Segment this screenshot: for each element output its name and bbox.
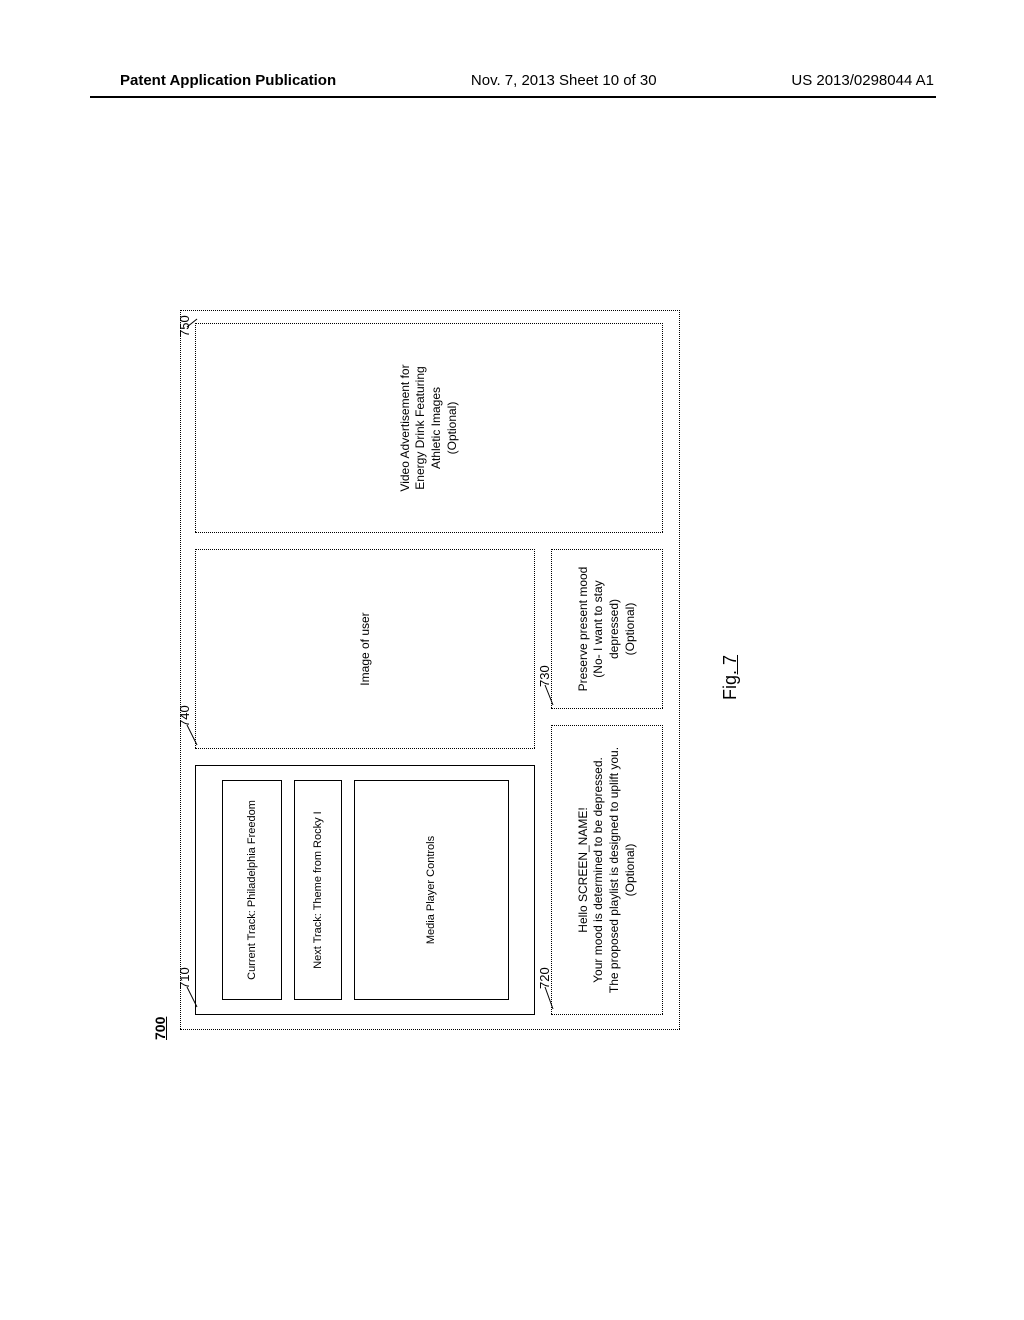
media-player-panel: Current Track: Philadelphia Freedom Next… — [195, 765, 535, 1015]
leader-710 — [185, 985, 199, 1009]
ad-line-1: Video Advertisement for — [398, 364, 414, 491]
leader-740 — [185, 723, 199, 747]
header-left: Patent Application Publication — [120, 72, 336, 89]
media-controls-box: Media Player Controls — [354, 780, 509, 1000]
mood-line-3: The proposed playlist is designed to upl… — [607, 747, 623, 993]
header-right: US 2013/0298044 A1 — [791, 72, 934, 89]
figure-number-label: 700 — [152, 1017, 168, 1040]
current-track-box: Current Track: Philadelphia Freedom — [222, 780, 282, 1000]
header-divider — [90, 96, 936, 98]
mood-line-2: Your mood is determined to be depressed. — [591, 757, 607, 983]
preserve-line-2: (No- I want to stay — [591, 580, 607, 677]
mood-message-panel: Hello SCREEN_NAME! Your mood is determin… — [551, 725, 663, 1015]
leader-750 — [185, 315, 199, 329]
figure-7: 700 Current Track: Philadelphia Freedom … — [180, 310, 680, 1030]
user-image-panel: Image of user — [195, 549, 535, 749]
caption-prefix: Fi — [720, 685, 740, 700]
leader-730 — [543, 683, 555, 707]
advertisement-panel: Video Advertisement for Energy Drink Fea… — [195, 323, 663, 533]
ad-line-2: Energy Drink Featuring — [413, 366, 429, 489]
leader-720 — [543, 985, 555, 1011]
mood-line-1: Hello SCREEN_NAME! — [576, 807, 592, 932]
ad-line-3: Athletic Images — [429, 387, 445, 469]
preserve-line-3: depressed) — [607, 599, 623, 659]
preserve-line-1: Preserve present mood — [576, 567, 592, 692]
preserve-mood-panel: Preserve present mood (No- I want to sta… — [551, 549, 663, 709]
user-image-text: Image of user — [358, 612, 372, 685]
mood-line-4: (Optional) — [623, 844, 639, 897]
outer-container: Current Track: Philadelphia Freedom Next… — [180, 310, 680, 1030]
next-track-box: Next Track: Theme from Rocky I — [294, 780, 342, 1000]
preserve-line-4: (Optional) — [623, 603, 639, 656]
ad-line-4: (Optional) — [445, 402, 461, 455]
caption-suffix: g. 7 — [720, 655, 740, 685]
header-center: Nov. 7, 2013 Sheet 10 of 30 — [471, 72, 657, 89]
figure-caption: Fig. 7 — [720, 655, 741, 700]
